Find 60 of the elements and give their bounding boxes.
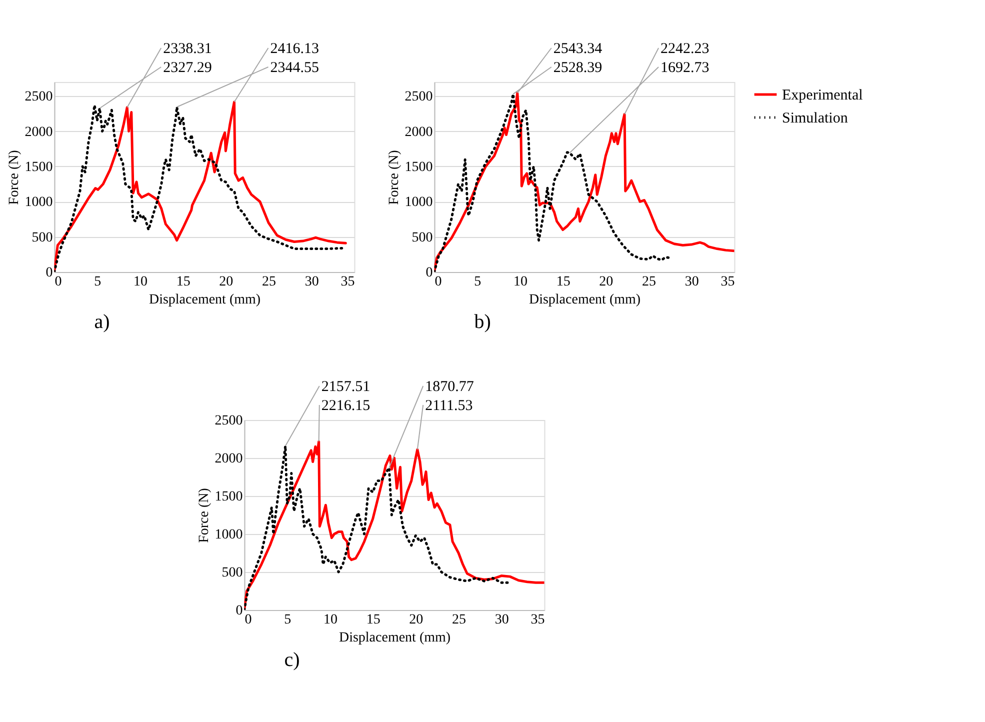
x-tick-label: 10 bbox=[513, 274, 528, 290]
y-tick-label: 500 bbox=[412, 230, 433, 246]
x-tick-label: 15 bbox=[556, 274, 570, 290]
line-series bbox=[434, 92, 672, 272]
text: b) bbox=[474, 311, 491, 333]
x-tick-label: 5 bbox=[474, 274, 482, 290]
annotation: 2327.29 bbox=[163, 60, 212, 76]
y-axis-title: Force (N) bbox=[196, 488, 212, 543]
y-tick-label: 1000 bbox=[24, 195, 53, 210]
y-tick-label: 2500 bbox=[404, 90, 433, 105]
y-tick-label: 2500 bbox=[24, 90, 53, 105]
annotation: 1692.73 bbox=[660, 60, 710, 76]
text: c) bbox=[284, 649, 300, 671]
x-tick-label: 30 bbox=[684, 274, 699, 290]
annotation: 2216.15 bbox=[321, 398, 370, 414]
y-tick-label: 500 bbox=[222, 566, 243, 580]
y-tick-label: 2000 bbox=[404, 124, 433, 140]
y-tick-label: 2000 bbox=[214, 452, 243, 466]
x-tick-label: 10 bbox=[133, 274, 148, 290]
annotation: 2111.53 bbox=[425, 398, 473, 414]
x-tick-label: 30 bbox=[304, 274, 319, 290]
x-tick-label: 10 bbox=[323, 612, 338, 628]
y-tick-label: 500 bbox=[32, 230, 53, 246]
annotation: 2242.23 bbox=[660, 41, 710, 57]
legend-label: Simulation bbox=[782, 110, 848, 126]
x-tick-label: 15 bbox=[366, 612, 380, 628]
x-tick-label: 35 bbox=[720, 274, 735, 290]
annotation: 2157.51 bbox=[321, 379, 370, 395]
text: a) bbox=[94, 311, 110, 333]
x-tick-label: 5 bbox=[94, 274, 102, 290]
x-axis-title: Displacement (mm) bbox=[528, 292, 641, 308]
annotation: 1870.77 bbox=[425, 379, 474, 395]
x-axis-title: Displacement (mm) bbox=[148, 292, 261, 308]
y-tick-label: 1000 bbox=[214, 528, 243, 542]
x-tick-label: 5 bbox=[284, 612, 292, 628]
y-tick-label: 1500 bbox=[24, 160, 53, 175]
x-tick-label: 25 bbox=[262, 274, 276, 290]
x-tick-label: 20 bbox=[219, 274, 234, 290]
x-tick-label: 30 bbox=[494, 612, 509, 628]
x-tick-label: 25 bbox=[452, 612, 466, 628]
y-tick-label: 2500 bbox=[214, 414, 243, 428]
y-axis-title: Force (N) bbox=[6, 150, 22, 205]
x-tick-label: 20 bbox=[599, 274, 614, 290]
x-tick-label: 25 bbox=[642, 274, 656, 290]
x-axis-title: Displacement (mm) bbox=[338, 630, 451, 646]
y-tick-label: 1500 bbox=[214, 490, 243, 504]
x-tick-label: 20 bbox=[409, 612, 424, 628]
annotation: 2543.34 bbox=[553, 41, 603, 57]
x-tick-label: 35 bbox=[340, 274, 355, 290]
y-tick-label: 1000 bbox=[404, 195, 433, 210]
annotation: 2344.55 bbox=[270, 60, 319, 76]
x-tick-label: 15 bbox=[176, 274, 190, 290]
y-tick-label: 2000 bbox=[24, 124, 53, 140]
annotation: 2528.39 bbox=[553, 60, 602, 76]
annotation: 2338.31 bbox=[163, 41, 212, 57]
x-tick-label: 35 bbox=[530, 612, 545, 628]
y-axis-title: Force (N) bbox=[386, 150, 402, 205]
annotation: 2416.13 bbox=[270, 41, 319, 57]
y-tick-label: 1500 bbox=[404, 160, 433, 175]
legend-label: Experimental bbox=[782, 88, 863, 104]
